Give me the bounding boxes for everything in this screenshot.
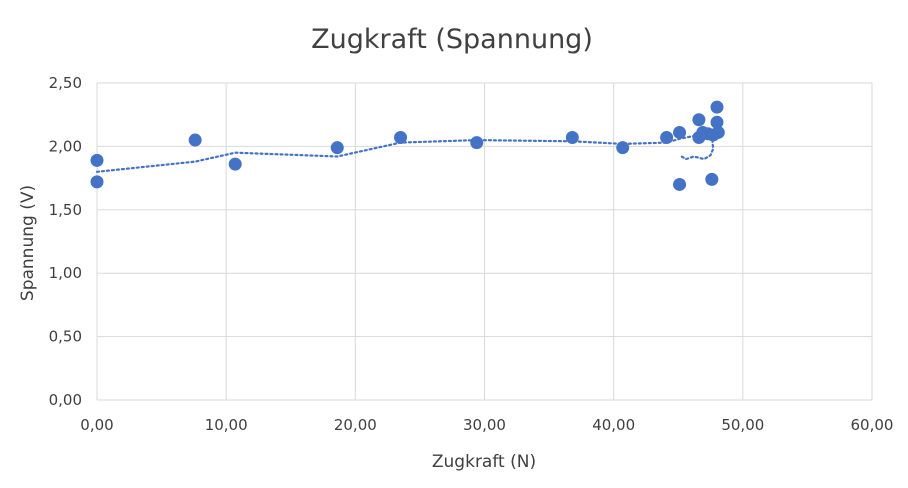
x-tick-label: 60,00: [851, 416, 894, 434]
data-point: [710, 100, 724, 114]
trendline: [95, 127, 715, 173]
y-axis-ticks: 0,00 0,50 1,00 1,50 2,00 2,50: [49, 74, 82, 409]
trendline-group: [95, 127, 715, 173]
y-tick-label: 1,00: [49, 264, 82, 282]
data-point: [90, 153, 104, 167]
data-point: [470, 136, 484, 150]
x-tick-label: 0,00: [80, 416, 113, 434]
data-point: [710, 115, 724, 129]
data-point: [692, 113, 706, 127]
y-tick-label: 0,00: [49, 391, 82, 409]
data-point: [565, 131, 579, 145]
data-point: [394, 131, 408, 145]
data-point: [330, 141, 344, 155]
data-point: [673, 125, 687, 139]
y-tick-label: 2,50: [49, 74, 82, 92]
x-axis-title: Zugkraft (N): [432, 452, 536, 472]
data-point: [711, 125, 725, 139]
x-tick-label: 10,00: [205, 416, 248, 434]
data-point: [188, 133, 202, 147]
x-tick-label: 30,00: [463, 416, 506, 434]
data-points: [90, 100, 725, 191]
chart-title: Zugkraft (Spannung): [311, 24, 593, 55]
data-point: [228, 157, 242, 171]
data-point: [660, 131, 674, 145]
x-tick-label: 50,00: [721, 416, 764, 434]
data-point: [673, 177, 687, 191]
data-point: [705, 172, 719, 186]
y-axis-title: Spannung (V): [18, 185, 38, 301]
x-tick-label: 20,00: [334, 416, 377, 434]
y-tick-label: 2,00: [49, 137, 82, 155]
gridlines: [96, 82, 873, 401]
data-point: [616, 141, 630, 155]
x-axis-ticks: 0,00 10,00 20,00 30,00 40,00 50,00 60,00: [80, 416, 893, 434]
data-point: [90, 175, 104, 189]
y-tick-label: 0,50: [49, 328, 82, 346]
x-tick-label: 40,00: [592, 416, 635, 434]
y-tick-label: 1,50: [49, 201, 82, 219]
